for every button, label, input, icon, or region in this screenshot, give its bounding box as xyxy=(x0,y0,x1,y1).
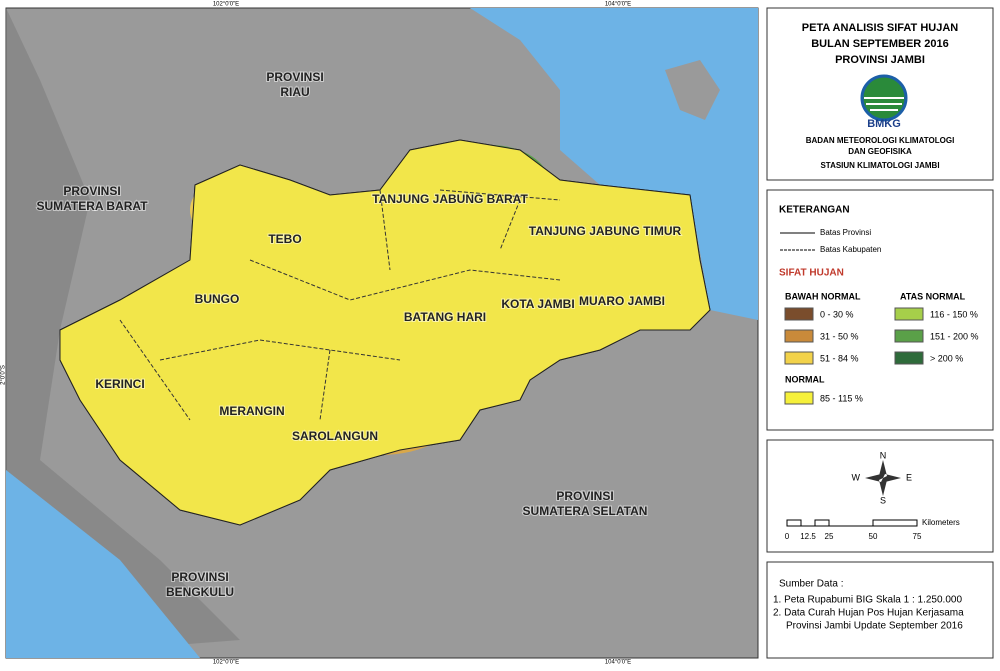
map-label: PROVINSI xyxy=(556,489,613,503)
legend-swatch xyxy=(784,329,814,343)
legend-section: SIFAT HUJAN xyxy=(779,268,844,279)
station: STASIUN KLIMATOLOGI JAMBI xyxy=(820,161,939,170)
legend-swatch xyxy=(894,351,924,365)
agency: DAN GEOFISIKA xyxy=(848,147,912,156)
grid-label: 102°0'0"E xyxy=(213,2,239,8)
legend-panel: KETERANGAN Batas Provinsi Batas Kabupate… xyxy=(766,189,994,431)
map-label: SAROLANGUN xyxy=(292,429,378,443)
map-labels: PROVINSI RIAU PROVINSI SUMATERA BARAT PR… xyxy=(35,69,682,600)
grid-label: 104°0'0"E xyxy=(605,660,631,666)
compass-rose xyxy=(865,460,901,496)
island xyxy=(665,60,720,120)
map-label: MERANGIN xyxy=(219,404,284,418)
source-line: Provinsi Jambi Update September 2016 xyxy=(786,621,963,632)
legend-swatch xyxy=(784,351,814,365)
source-title: Sumber Data : xyxy=(779,579,843,590)
map-label: PROVINSI xyxy=(171,570,228,584)
map-label: BENGKULU xyxy=(166,585,234,599)
agency: BADAN METEOROLOGI KLIMATOLOGI xyxy=(806,136,955,145)
legend-swatch xyxy=(784,391,814,405)
legend-label: 0 - 30 % xyxy=(820,309,854,319)
compass-label: S xyxy=(880,495,886,505)
map-label: TEBO xyxy=(268,232,301,246)
map: PROVINSI RIAU PROVINSI SUMATERA BARAT PR… xyxy=(1,2,759,666)
title-panel: PETA ANALISIS SIFAT HUJAN BULAN SEPTEMBE… xyxy=(766,7,994,181)
compass-label: E xyxy=(906,472,912,482)
map-label: TANJUNG JABUNG BARAT xyxy=(372,192,528,206)
map-label: RIAU xyxy=(280,85,309,99)
regency-borders xyxy=(119,189,561,421)
map-label: TANJUNG JABUNG TIMUR xyxy=(529,224,682,238)
logo-waves xyxy=(864,97,904,111)
scale-unit: Kilometers xyxy=(922,518,960,527)
source-panel: Sumber Data : 1. Peta Rupabumi BIG Skala… xyxy=(766,561,994,659)
grid-label: 104°0'0"E xyxy=(605,2,631,8)
map-label: PROVINSI xyxy=(63,184,120,198)
legend-label: Batas Provinsi xyxy=(820,228,871,237)
legend-swatch xyxy=(894,307,924,321)
map-label: SUMATERA BARAT xyxy=(36,199,148,213)
map-label: KERINCI xyxy=(95,377,144,391)
compass-label: N xyxy=(880,450,887,460)
compass-panel: N E S W 0 12.5 25 50 75 Kilometers xyxy=(766,439,994,553)
logo-text: BMKG xyxy=(867,118,901,130)
title: PROVINSI JAMBI xyxy=(835,54,925,66)
legend-title: KETERANGAN xyxy=(779,205,850,216)
legend-group: BAWAH NORMAL xyxy=(785,291,861,301)
legend-label: Batas Kabupaten xyxy=(820,245,881,254)
map-label: BATANG HARI xyxy=(404,310,486,324)
source-line: 2. Data Curah Hujan Pos Hujan Kerjasama xyxy=(773,608,964,619)
scale-label: 25 xyxy=(825,532,834,541)
panel xyxy=(766,561,994,659)
legend-swatch xyxy=(894,329,924,343)
panel xyxy=(766,439,994,553)
scale-label: 12.5 xyxy=(800,532,816,541)
grid-label: 102°0'0"E xyxy=(213,660,239,666)
legend-group: NORMAL xyxy=(785,374,825,384)
legend-label: > 200 % xyxy=(930,353,963,363)
map-label: SUMATERA SELATAN xyxy=(523,504,648,518)
legend-swatch xyxy=(784,307,814,321)
scale-label: 0 xyxy=(785,532,790,541)
legend-group: ATAS NORMAL xyxy=(900,291,966,301)
source-line: 1. Peta Rupabumi BIG Skala 1 : 1.250.000 xyxy=(773,595,962,606)
map-label: MUARO JAMBI xyxy=(579,294,665,308)
legend-label: 116 - 150 % xyxy=(930,309,978,319)
legend-label: 31 - 50 % xyxy=(820,331,859,341)
legend-label: 85 - 115 % xyxy=(820,393,863,403)
compass-label: W xyxy=(852,472,861,482)
mountains xyxy=(6,8,240,658)
grid-label: 2°0'0"S xyxy=(1,365,7,385)
legend-label: 51 - 84 % xyxy=(820,353,859,363)
title: BULAN SEPTEMBER 2016 xyxy=(811,38,949,50)
scale-bar xyxy=(786,519,918,527)
scale-label: 50 xyxy=(869,532,878,541)
map-label: KOTA JAMBI xyxy=(501,297,574,311)
map-label: BUNGO xyxy=(195,292,240,306)
scale-label: 75 xyxy=(913,532,922,541)
legend-label: 151 - 200 % xyxy=(930,331,979,341)
map-label: PROVINSI xyxy=(266,70,323,84)
sea-west xyxy=(6,470,200,658)
title: PETA ANALISIS SIFAT HUJAN xyxy=(802,22,959,34)
